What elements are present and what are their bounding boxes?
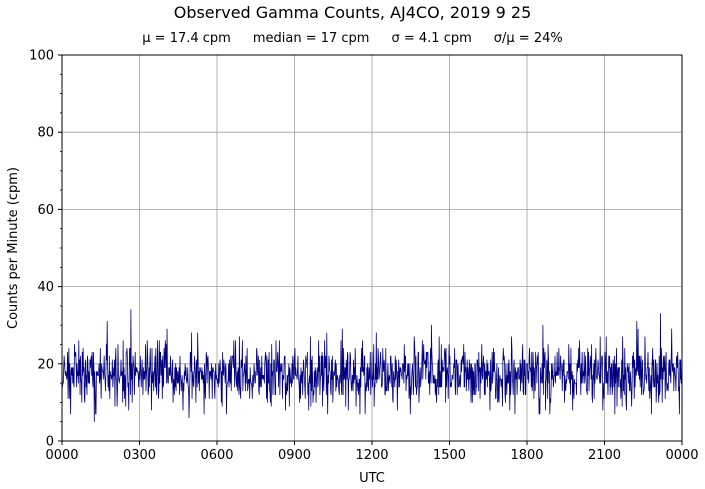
- x-axis-label: UTC: [359, 471, 385, 486]
- y-tick-label: 20: [37, 357, 54, 372]
- x-tick-label: 1800: [510, 448, 543, 463]
- y-tick-label: 100: [29, 49, 54, 64]
- x-tick-label: 0300: [123, 448, 156, 463]
- x-tick-label: 0000: [45, 448, 78, 463]
- stat-std: σ = 4.1 cpm: [391, 31, 472, 46]
- series-line-group: [61, 309, 683, 423]
- stat-cv: σ/μ = 24%: [493, 31, 563, 46]
- x-tick-label: 1500: [433, 448, 466, 463]
- chart-title: Observed Gamma Counts, AJ4CO, 2019 9 25: [173, 3, 532, 22]
- x-tick-label: 1200: [355, 448, 388, 463]
- x-tick-label: 0900: [278, 448, 311, 463]
- y-axis-label: Counts per Minute (cpm): [6, 167, 21, 329]
- stat-mean: μ = 17.4 cpm: [142, 31, 231, 46]
- y-tick-label: 80: [37, 126, 54, 141]
- axis-ticks: 0 20 40 60 80 100 0000 0300 0600 0900 1200 1500 1800…: [29, 49, 698, 464]
- x-tick-label: 0600: [200, 448, 233, 463]
- y-tick-label: 0: [46, 435, 54, 450]
- stat-median: median = 17 cpm: [252, 31, 370, 46]
- y-tick-label: 40: [37, 280, 54, 295]
- y-tick-label: 60: [37, 203, 54, 218]
- series-line: [61, 309, 683, 423]
- x-tick-label: 0000: [665, 448, 698, 463]
- chart-subtitle: μ = 17.4 cpm median = 17 cpm σ = 4.1 cpm σ/…: [0, 31, 705, 46]
- x-tick-label: 2100: [588, 448, 621, 463]
